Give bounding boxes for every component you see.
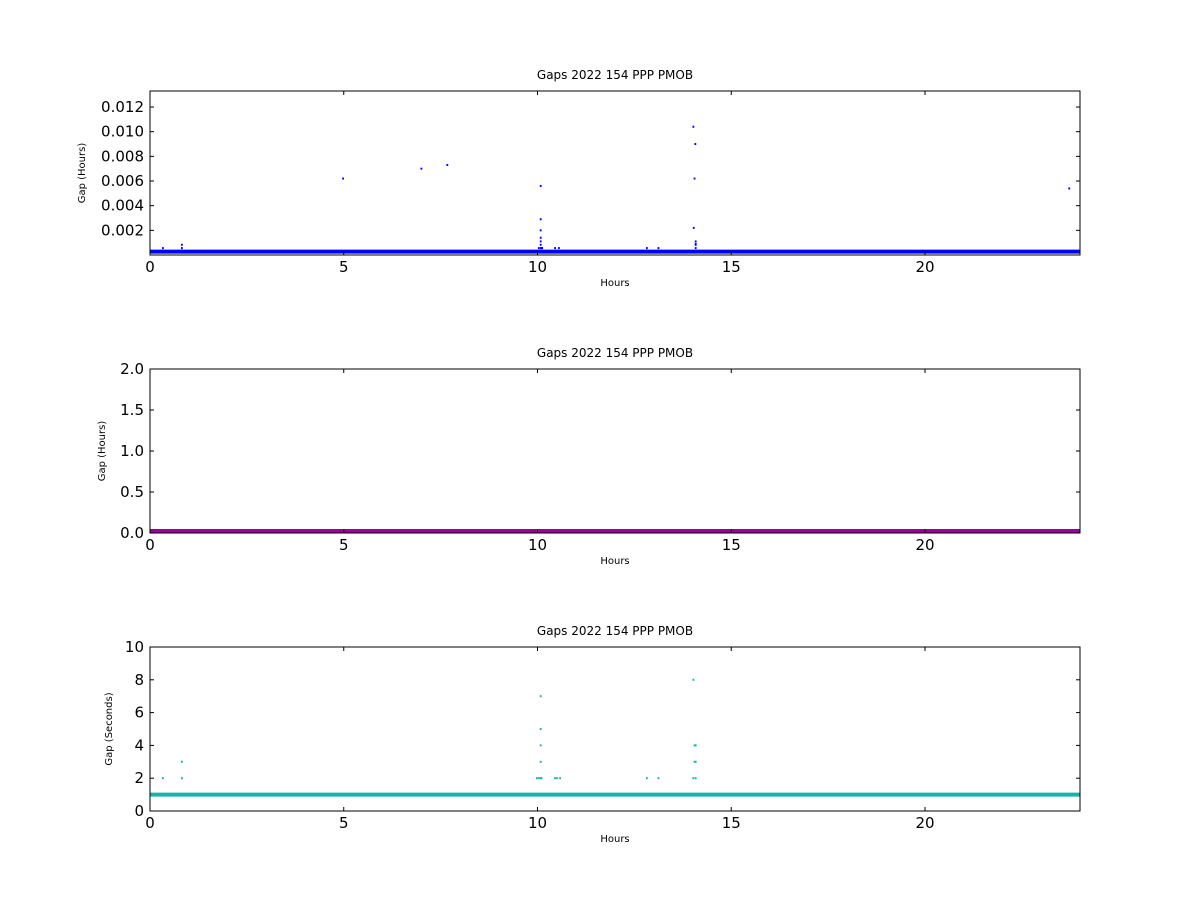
plot-frame — [149, 368, 1081, 534]
data-point — [539, 218, 542, 221]
data-point — [694, 143, 697, 146]
data-point — [558, 247, 560, 250]
y-axis-label: Gap (Hours) — [97, 421, 108, 482]
data-point — [694, 777, 697, 780]
data-point — [539, 695, 542, 698]
data-point — [539, 236, 542, 239]
data-point — [693, 760, 696, 763]
data-point — [541, 247, 544, 250]
data-point — [692, 777, 695, 780]
data-point — [554, 777, 556, 780]
data-point — [693, 177, 696, 180]
y-tick-label: 2 — [134, 769, 144, 787]
data-point — [180, 247, 183, 250]
data-point — [694, 760, 697, 763]
data-point — [657, 247, 660, 250]
data-point — [559, 777, 561, 780]
chart-panel-3: Gaps 2022 154 PPP PMOB 0 5 10 15 20 0 2 4 6 8 10 Hou… — [104, 624, 1081, 845]
chart-panel-1: Gaps 2022 154 PPP PMOB 0 5 10 15 20 0.002 0.004… — [77, 68, 1081, 289]
data-point — [694, 744, 697, 747]
data-point — [446, 163, 449, 166]
y-axis-label: Gap (Hours) — [77, 143, 88, 204]
y-tick-label: 10 — [125, 638, 144, 656]
data-point — [540, 777, 543, 780]
data-point — [161, 247, 164, 250]
plot-frame — [149, 646, 1081, 812]
x-tick-label: 15 — [722, 258, 741, 276]
data-point — [693, 744, 696, 747]
data-point — [539, 240, 542, 243]
y-axis-label: Gap (Seconds) — [104, 692, 115, 765]
chart-title: Gaps 2022 154 PPP PMOB — [537, 346, 693, 360]
y-tick-label: 1.0 — [120, 442, 144, 460]
data-point — [645, 777, 648, 780]
x-tick-label: 20 — [915, 536, 934, 554]
x-tick-label: 5 — [339, 814, 349, 832]
y-tick-label: 0.008 — [101, 147, 144, 165]
data-point — [692, 125, 695, 128]
data-point — [180, 760, 183, 763]
x-tick-label: 0 — [145, 258, 155, 276]
x-axis-label: Hours — [600, 278, 629, 289]
data-point — [556, 777, 558, 780]
x-tick-label: 10 — [528, 258, 547, 276]
data-point — [692, 678, 695, 681]
x-axis-label: Hours — [600, 556, 629, 567]
data-point — [539, 760, 542, 763]
x-tick-label: 20 — [915, 814, 934, 832]
data-point — [539, 229, 542, 232]
data-point — [539, 243, 542, 246]
data-point — [161, 777, 164, 780]
y-tick-label: 2.0 — [120, 360, 144, 378]
chart-title: Gaps 2022 154 PPP PMOB — [537, 68, 693, 82]
y-tick-label: 0.0 — [120, 524, 144, 542]
x-tick-label: 10 — [528, 814, 547, 832]
data-point — [554, 247, 556, 250]
y-tick-label: 0.010 — [101, 123, 144, 141]
chart-title: Gaps 2022 154 PPP PMOB — [537, 624, 693, 638]
data-point — [180, 243, 183, 246]
x-tick-label: 10 — [528, 536, 547, 554]
x-axis-label: Hours — [600, 834, 629, 845]
data-point — [645, 247, 648, 250]
data-point — [342, 177, 344, 180]
x-tick-label: 15 — [722, 814, 741, 832]
data-point — [537, 777, 540, 780]
x-tick-label: 5 — [339, 536, 349, 554]
data-point — [539, 184, 542, 187]
data-point — [535, 777, 538, 780]
x-tick-label: 15 — [722, 536, 741, 554]
x-tick-label: 0 — [145, 814, 155, 832]
x-tick-label: 0 — [145, 536, 155, 554]
data-point — [694, 247, 697, 250]
data-point — [539, 744, 542, 747]
y-tick-label: 4 — [134, 736, 144, 754]
data-point — [180, 777, 183, 780]
y-tick-label: 0.012 — [101, 98, 144, 116]
data-point — [537, 247, 540, 250]
chart-panel-2: Gaps 2022 154 PPP PMOB 0 5 10 15 20 0.0 0.5 1.0 1… — [97, 346, 1081, 567]
data-point — [539, 728, 542, 730]
y-tick-label: 0.006 — [101, 172, 144, 190]
y-tick-label: 0.002 — [101, 221, 144, 239]
data-point — [692, 226, 695, 229]
y-tick-label: 1.5 — [120, 401, 144, 419]
data-point — [694, 242, 697, 245]
y-tick-label: 0 — [134, 802, 144, 820]
y-tick-label: 0.004 — [101, 197, 144, 215]
plot-frame — [149, 90, 1081, 256]
x-tick-label: 20 — [915, 258, 934, 276]
data-point — [1068, 187, 1071, 190]
x-tick-label: 5 — [339, 258, 349, 276]
data-point — [420, 167, 423, 170]
data-point — [694, 240, 697, 243]
y-tick-label: 6 — [134, 704, 144, 722]
y-tick-label: 8 — [134, 671, 144, 689]
y-tick-label: 0.5 — [120, 483, 144, 501]
data-point — [657, 777, 660, 780]
